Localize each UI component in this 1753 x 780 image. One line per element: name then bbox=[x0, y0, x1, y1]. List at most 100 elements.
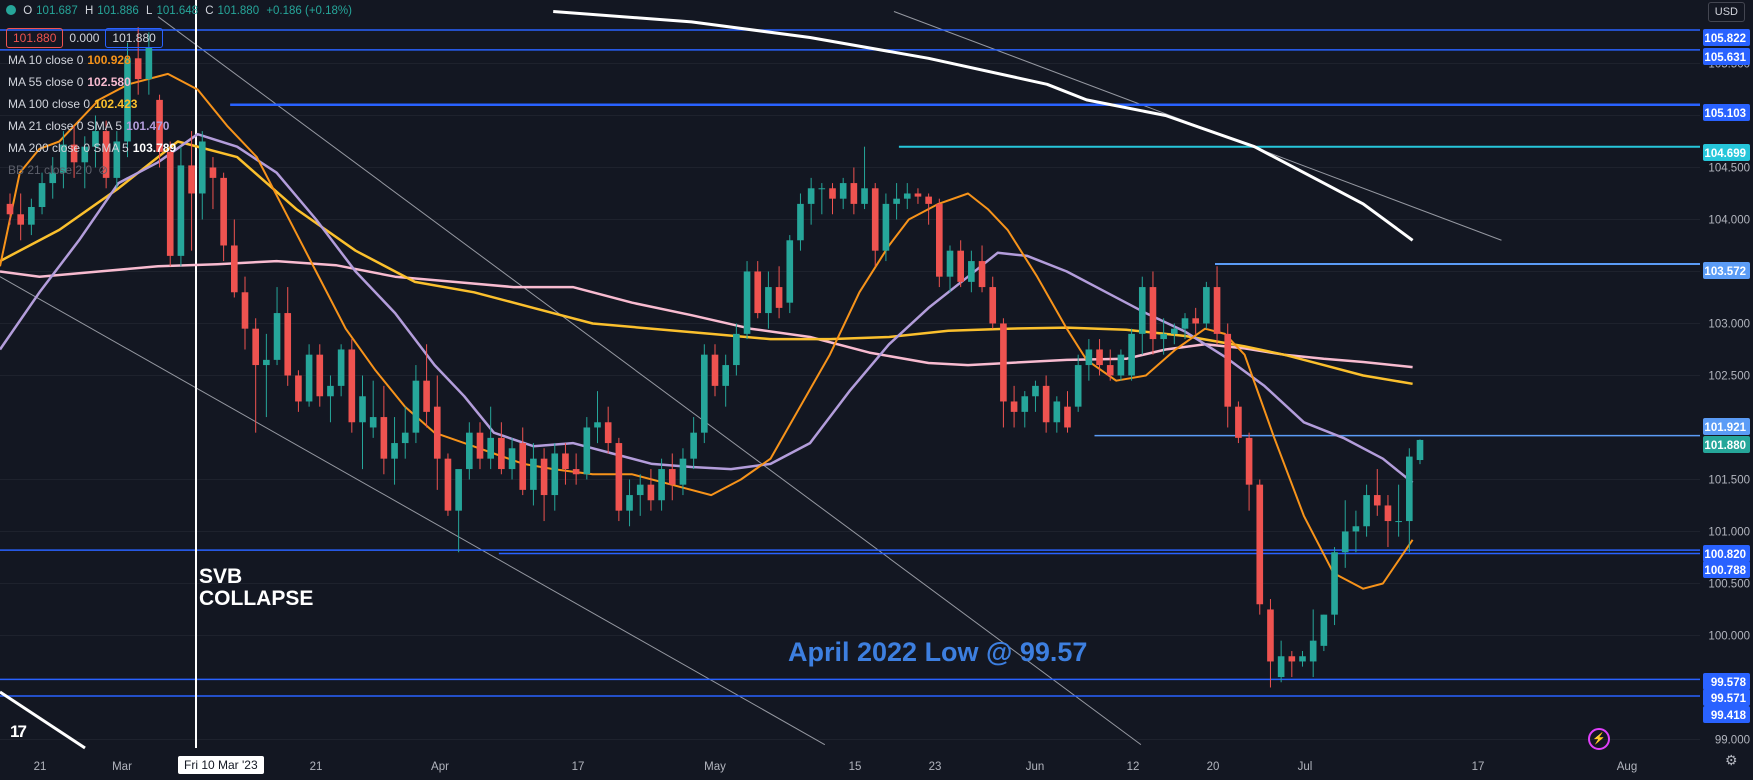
candle[interactable] bbox=[754, 261, 762, 319]
tradingview-logo[interactable]: 17 bbox=[10, 722, 27, 741]
candle[interactable] bbox=[1181, 313, 1189, 340]
candle[interactable] bbox=[978, 245, 986, 293]
candle[interactable] bbox=[220, 172, 227, 262]
candle[interactable] bbox=[530, 443, 537, 506]
gear-icon[interactable]: ⚙ bbox=[1725, 752, 1738, 768]
candle[interactable] bbox=[145, 32, 153, 95]
candle[interactable] bbox=[444, 453, 452, 516]
candle[interactable] bbox=[1341, 500, 1349, 568]
candle[interactable] bbox=[1245, 432, 1253, 511]
candle[interactable] bbox=[359, 375, 366, 470]
candle[interactable] bbox=[1224, 323, 1232, 428]
candle[interactable] bbox=[241, 276, 249, 350]
candle[interactable] bbox=[498, 422, 505, 475]
candle[interactable] bbox=[1021, 391, 1029, 428]
candle[interactable] bbox=[284, 287, 292, 386]
candle[interactable] bbox=[1203, 281, 1210, 329]
candle[interactable] bbox=[1363, 484, 1370, 537]
candle[interactable] bbox=[102, 120, 110, 189]
candle[interactable] bbox=[690, 417, 697, 470]
candle[interactable] bbox=[1117, 349, 1125, 381]
ma55-line[interactable] bbox=[0, 259, 1413, 369]
candle[interactable] bbox=[17, 193, 24, 241]
candle[interactable] bbox=[231, 219, 238, 298]
candle[interactable] bbox=[28, 198, 35, 236]
candle[interactable] bbox=[1171, 323, 1178, 345]
ma10-line[interactable] bbox=[0, 72, 1414, 590]
candle[interactable] bbox=[209, 157, 217, 210]
candle[interactable] bbox=[316, 344, 324, 407]
candle[interactable] bbox=[594, 391, 601, 444]
candle[interactable] bbox=[508, 437, 516, 480]
candle[interactable] bbox=[540, 448, 548, 522]
candle[interactable] bbox=[198, 131, 206, 220]
candle[interactable] bbox=[562, 443, 569, 485]
buy-button[interactable]: 101.880 bbox=[105, 28, 163, 48]
trendline[interactable] bbox=[0, 276, 826, 746]
candle[interactable] bbox=[807, 177, 815, 225]
candle[interactable] bbox=[305, 344, 313, 407]
indicator-ma55[interactable]: MA 55 close 0 102.580 bbox=[8, 75, 131, 89]
candle[interactable] bbox=[1042, 375, 1050, 433]
candle[interactable] bbox=[615, 437, 623, 522]
candle[interactable] bbox=[49, 157, 57, 199]
candle[interactable] bbox=[893, 183, 900, 220]
candle[interactable] bbox=[433, 375, 441, 490]
flash-icon[interactable]: ⚡ bbox=[1588, 728, 1610, 750]
candle[interactable] bbox=[968, 250, 975, 293]
candle[interactable] bbox=[1288, 651, 1296, 678]
candle[interactable] bbox=[989, 276, 997, 329]
candle[interactable] bbox=[38, 172, 46, 215]
candle[interactable] bbox=[1235, 401, 1242, 444]
candle[interactable] bbox=[1406, 448, 1413, 553]
candle[interactable] bbox=[1010, 385, 1018, 428]
candle[interactable] bbox=[1074, 354, 1082, 412]
candle[interactable] bbox=[476, 422, 484, 470]
candle[interactable] bbox=[1416, 439, 1424, 465]
candle[interactable] bbox=[1256, 479, 1264, 615]
candle[interactable] bbox=[134, 27, 142, 95]
candle[interactable] bbox=[1192, 307, 1199, 334]
trendline-offscreen[interactable] bbox=[0, 690, 86, 750]
candle[interactable] bbox=[1085, 339, 1093, 381]
indicator-ma100[interactable]: MA 100 close 0 102.423 bbox=[8, 97, 137, 111]
candle[interactable] bbox=[380, 385, 388, 475]
candle[interactable] bbox=[903, 183, 911, 210]
candle[interactable] bbox=[711, 344, 719, 397]
candle[interactable] bbox=[337, 344, 345, 397]
candle[interactable] bbox=[1053, 396, 1061, 433]
candle[interactable] bbox=[6, 193, 14, 225]
candle[interactable] bbox=[1106, 349, 1114, 381]
candle[interactable] bbox=[369, 380, 377, 438]
time-axis[interactable]: 21 Mar 21 Apr 17 May 15 23 Jun 12 20 Jul 17 Aug bbox=[0, 748, 1753, 780]
ma200-line[interactable] bbox=[553, 10, 1414, 242]
candle[interactable] bbox=[273, 287, 281, 366]
candle[interactable] bbox=[946, 245, 954, 293]
candle[interactable] bbox=[668, 453, 676, 501]
candle[interactable] bbox=[1299, 651, 1306, 667]
candle[interactable] bbox=[839, 177, 847, 210]
candle[interactable] bbox=[1160, 318, 1167, 355]
candle[interactable] bbox=[1352, 510, 1360, 553]
candle[interactable] bbox=[60, 131, 67, 189]
trendline[interactable] bbox=[157, 16, 1142, 746]
candle[interactable] bbox=[391, 417, 398, 485]
candle[interactable] bbox=[252, 318, 259, 433]
candle[interactable] bbox=[765, 271, 772, 329]
candle[interactable] bbox=[1309, 609, 1317, 678]
candle[interactable] bbox=[850, 167, 858, 215]
candle[interactable] bbox=[348, 339, 356, 433]
candle[interactable] bbox=[487, 406, 494, 470]
candle[interactable] bbox=[786, 235, 794, 314]
candle[interactable] bbox=[936, 198, 943, 288]
candle[interactable] bbox=[1267, 599, 1274, 688]
candle[interactable] bbox=[871, 183, 879, 267]
currency-selector[interactable]: USD bbox=[1707, 2, 1745, 22]
indicator-ma200[interactable]: MA 200 close 0 SMA 5 103.789 bbox=[8, 141, 176, 155]
candle[interactable] bbox=[1213, 266, 1221, 345]
candle[interactable] bbox=[882, 193, 890, 262]
sell-button[interactable]: 101.880 bbox=[6, 28, 64, 48]
candle[interactable] bbox=[81, 136, 89, 189]
candle[interactable] bbox=[1331, 547, 1338, 626]
